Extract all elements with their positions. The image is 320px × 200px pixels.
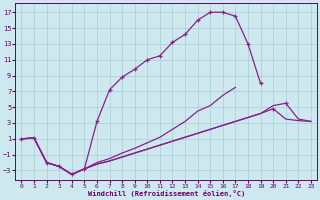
X-axis label: Windchill (Refroidissement éolien,°C): Windchill (Refroidissement éolien,°C) [88,190,245,197]
